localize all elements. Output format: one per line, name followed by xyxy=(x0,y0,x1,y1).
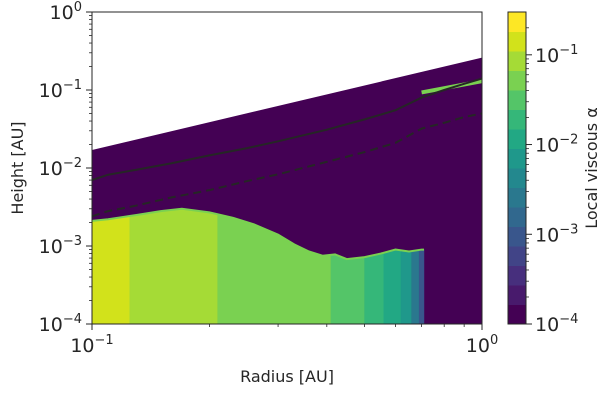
colorbar-segment-13 xyxy=(508,70,526,91)
alpha-region-4 xyxy=(330,254,365,325)
y-axis: 100 10−1 10−2 10−3 10−4 xyxy=(39,0,92,336)
colorbar-segment-1 xyxy=(508,304,526,325)
colorbar-segment-10 xyxy=(508,129,526,149)
colorbar-segment-7 xyxy=(508,187,526,208)
y-axis-label: Height [AU] xyxy=(8,121,27,214)
colorbar-segment-3 xyxy=(508,265,526,286)
alpha-region-6 xyxy=(383,249,402,325)
colorbar-frame xyxy=(507,11,527,325)
y-tick-label-1: 100 xyxy=(50,0,82,24)
colorbar-segment-11 xyxy=(508,109,526,130)
alpha-region-7 xyxy=(400,250,412,325)
colorbar-segment-4 xyxy=(508,246,526,266)
colorbar-segment-14 xyxy=(508,51,526,71)
plot-area xyxy=(91,11,483,325)
colorbar-tick-label-1: 10−1 xyxy=(535,43,578,67)
x-axis-label: Radius [AU] xyxy=(240,367,334,386)
colorbar-tick-label-3: 10−3 xyxy=(535,222,578,246)
alpha-region-1 xyxy=(91,215,131,325)
surface-edge xyxy=(91,207,424,261)
y-tick-label-3: 10−2 xyxy=(39,156,82,180)
alpha-region-2 xyxy=(129,208,218,325)
x-tick-label-2: 100 xyxy=(466,333,498,357)
alpha-region-8 xyxy=(411,249,420,325)
colorbar-segment-5 xyxy=(508,226,526,247)
colorbar: 10−1 10−2 10−3 10−4 xyxy=(507,11,578,336)
lines-layer xyxy=(91,77,483,218)
colorbar-segment-9 xyxy=(508,148,526,169)
series-line-solid xyxy=(91,77,483,182)
colorbar-segment-12 xyxy=(508,90,526,110)
colorbar-segment-2 xyxy=(508,285,526,305)
regions-layer xyxy=(91,79,483,325)
y-tick-label-5: 10−4 xyxy=(39,312,82,336)
colorbar-segment-15 xyxy=(508,31,526,52)
colorbar-label: Local viscous α xyxy=(582,107,601,229)
colorbar-tick-label-4: 10−4 xyxy=(535,312,578,336)
colorbar-segment-16 xyxy=(508,12,526,32)
alpha-region-9 xyxy=(418,249,425,325)
y-tick-label-2: 10−1 xyxy=(39,78,82,102)
alpha-region-5 xyxy=(364,252,385,325)
colorbar-segment-6 xyxy=(508,207,526,227)
x-axis: 10−1 100 xyxy=(70,324,498,357)
colorbar-tick-label-2: 10−2 xyxy=(535,133,578,157)
x-tick-label-1: 10−1 xyxy=(70,333,113,357)
colorbar-segment-8 xyxy=(508,168,526,188)
y-tick-label-4: 10−3 xyxy=(39,234,82,258)
